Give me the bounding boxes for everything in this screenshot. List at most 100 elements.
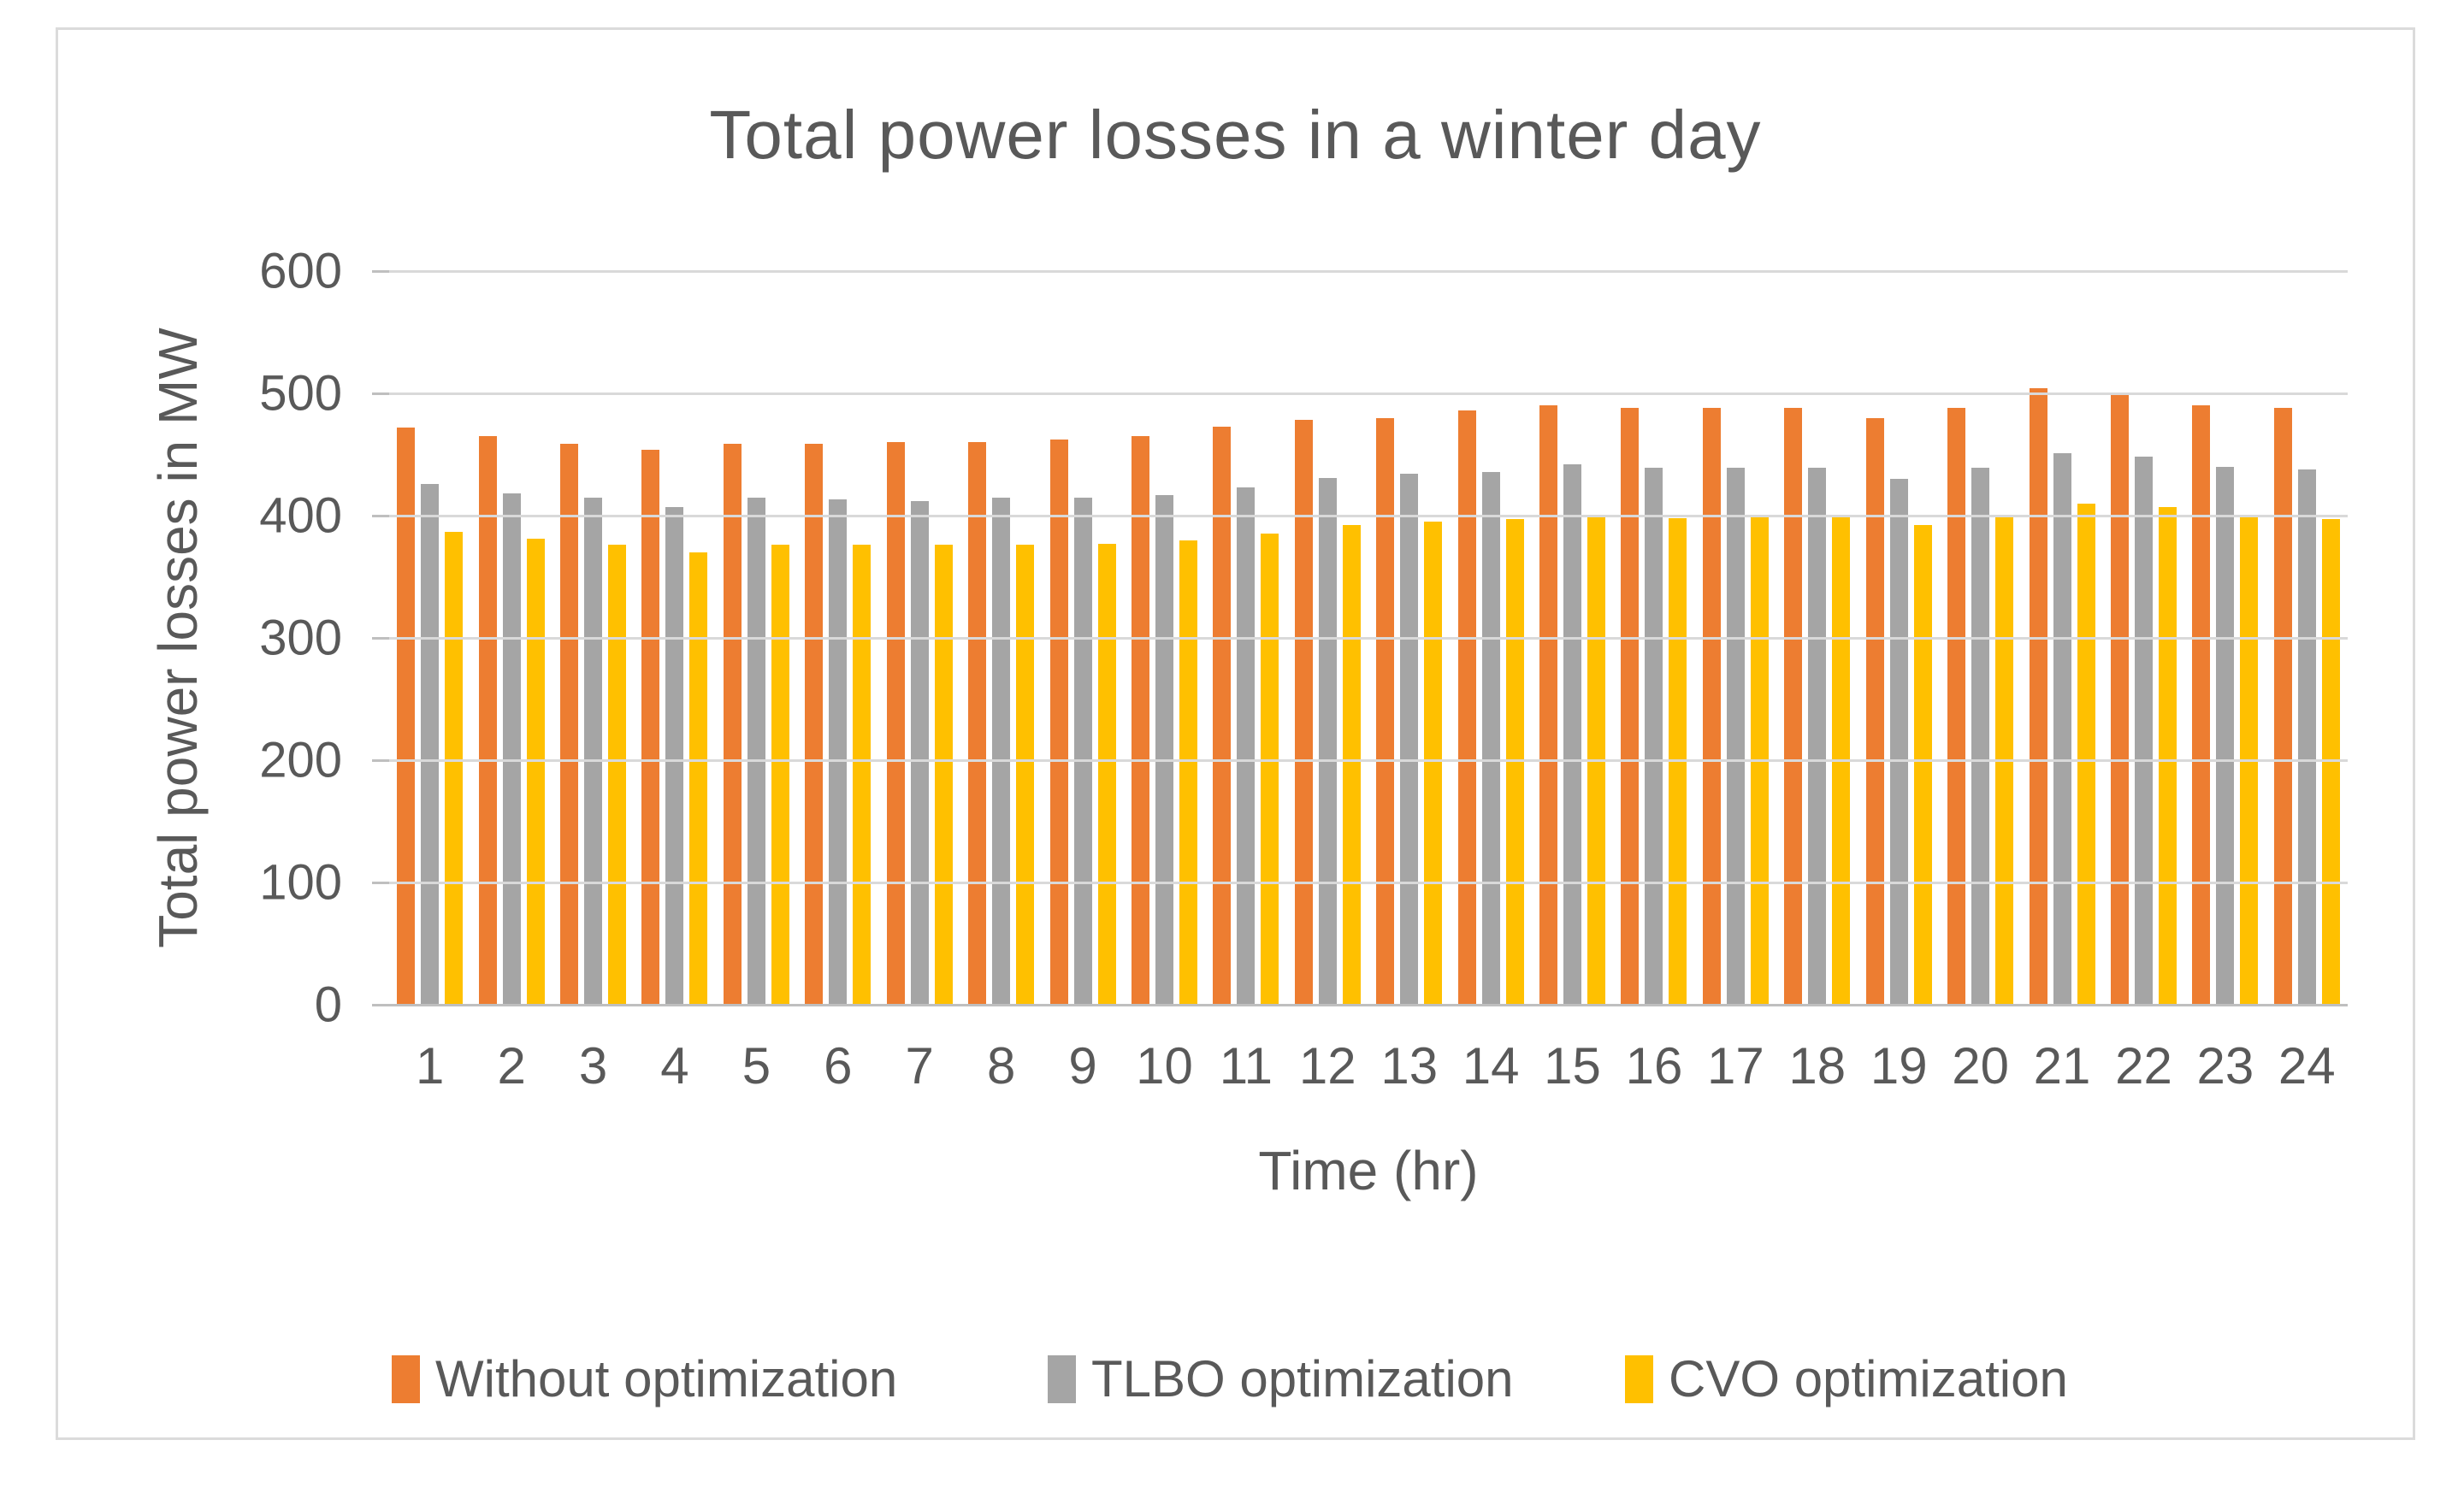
x-tick-label: 12	[1298, 1037, 1356, 1095]
bar-group	[2103, 271, 2184, 1005]
x-tick-label: 4	[660, 1037, 689, 1095]
bar	[397, 428, 416, 1005]
legend-swatch	[392, 1354, 420, 1403]
bar	[584, 497, 603, 1005]
x-tick-label: 14	[1462, 1037, 1520, 1095]
legend-label: TLBO optimization	[1091, 1350, 1514, 1407]
x-tick-label: 20	[1952, 1037, 2009, 1095]
x-tick-label: 24	[2278, 1037, 2336, 1095]
x-tick-label: 11	[1219, 1037, 1273, 1095]
bar	[608, 545, 627, 1005]
bar	[1318, 477, 1337, 1005]
bar	[1237, 487, 1256, 1005]
x-tick-label: 17	[1707, 1037, 1764, 1095]
bar	[1621, 408, 1640, 1005]
bar-group	[1124, 271, 1205, 1005]
legend-swatch	[1625, 1354, 1653, 1403]
legend-swatch	[1048, 1354, 1076, 1403]
bar-group	[552, 271, 634, 1005]
bar	[560, 443, 579, 1005]
bar	[805, 443, 824, 1005]
bar	[2053, 453, 2071, 1005]
legend-item: TLBO optimization	[1048, 1349, 1514, 1408]
bar	[992, 497, 1011, 1005]
gridline	[389, 270, 2348, 273]
x-tick-label: 18	[1788, 1037, 1847, 1095]
bar	[829, 499, 848, 1005]
plot-area	[372, 270, 2348, 1006]
bar	[1947, 408, 1966, 1005]
bar	[1808, 468, 1827, 1005]
bar-group	[879, 271, 960, 1005]
bar	[1294, 420, 1313, 1005]
y-tick-label: 0	[314, 977, 342, 1033]
x-tick-label: 16	[1625, 1037, 1683, 1095]
bar	[2192, 405, 2211, 1005]
bar-group	[1205, 271, 1286, 1005]
bar	[1481, 471, 1500, 1005]
bar	[1213, 426, 1232, 1005]
x-axis-tick-labels: 1 2 3 4 5 6 7 8 9 10 11 12 13 14 15 16 17 18 19 20 21 22 23 24	[389, 1036, 2348, 1096]
y-tick-label: 300	[259, 610, 342, 666]
bar	[421, 483, 440, 1005]
bar	[747, 497, 765, 1005]
legend-label: Without optimization	[435, 1350, 898, 1407]
x-tick-label: 3	[578, 1037, 608, 1095]
x-tick-label: 8	[986, 1037, 1016, 1095]
bar	[502, 493, 521, 1005]
x-tick-label: 23	[2196, 1037, 2254, 1095]
bar	[445, 531, 464, 1005]
bar-group	[2021, 271, 2102, 1005]
bar	[1261, 534, 1279, 1005]
bar	[1400, 474, 1419, 1005]
bar-group	[797, 271, 878, 1005]
bar-group	[716, 271, 797, 1005]
x-tick-label: 13	[1380, 1037, 1439, 1095]
bar	[2077, 503, 2095, 1005]
x-tick-label: 22	[2115, 1037, 2172, 1095]
bar	[1049, 440, 1068, 1005]
bar	[886, 442, 905, 1005]
x-tick-label: 6	[824, 1037, 853, 1095]
bar	[1645, 468, 1663, 1005]
bar	[1563, 463, 1582, 1005]
bar	[641, 449, 660, 1005]
x-axis-line	[389, 1004, 2348, 1006]
y-axis-tick	[372, 392, 389, 395]
x-tick-label: 10	[1136, 1037, 1193, 1095]
bar	[1097, 543, 1116, 1005]
bar-group	[389, 271, 470, 1005]
y-axis-tick	[372, 637, 389, 640]
legend: Without optimization TLBO optimization CVO…	[0, 1349, 2464, 1418]
x-tick-label: 1	[416, 1037, 445, 1095]
bar	[526, 539, 545, 1005]
bar	[1971, 468, 1990, 1005]
bar	[934, 545, 953, 1005]
y-tick-label: 100	[259, 854, 342, 911]
bar	[2297, 469, 2316, 1005]
bar-group	[634, 271, 715, 1005]
y-tick-label: 500	[259, 365, 342, 422]
x-axis-title: Time (hr)	[1258, 1140, 1479, 1201]
bar	[689, 552, 708, 1005]
bar	[2029, 388, 2047, 1005]
x-tick-label: 15	[1544, 1037, 1601, 1095]
bar-group	[1287, 271, 1368, 1005]
gridline	[389, 637, 2348, 640]
bar-group	[470, 271, 552, 1005]
bar	[723, 443, 742, 1005]
bar	[1702, 408, 1721, 1005]
bar	[1865, 417, 1884, 1005]
y-tick-label: 200	[259, 732, 342, 788]
legend-item: Without optimization	[392, 1349, 897, 1408]
y-tick-label: 600	[259, 243, 342, 299]
y-axis-tick	[372, 514, 389, 517]
bar	[1073, 497, 1092, 1005]
bar	[2321, 519, 2340, 1005]
x-tick-label: 9	[1068, 1037, 1097, 1095]
y-axis-tick	[372, 1004, 389, 1006]
x-tick-label: 21	[2033, 1037, 2091, 1095]
bar	[1376, 417, 1395, 1005]
bar	[665, 507, 684, 1005]
bar-group	[960, 271, 1042, 1005]
